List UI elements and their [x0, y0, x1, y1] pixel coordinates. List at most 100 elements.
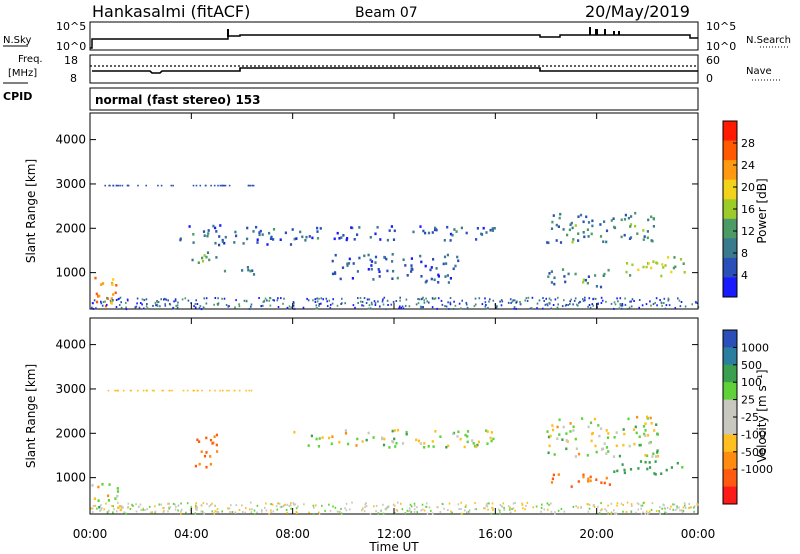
echo-cell [588, 297, 591, 300]
cpid-frame [89, 87, 699, 111]
echo-cell [157, 184, 159, 187]
echo-cell [321, 436, 324, 439]
echo-cell [276, 508, 279, 511]
echo-cell [256, 241, 259, 244]
echo-cell [307, 444, 310, 447]
echo-cell [625, 262, 629, 265]
echo-cell [526, 501, 529, 504]
velocity-colorbar-segment [723, 382, 737, 401]
echo-cell [655, 297, 658, 300]
echo-cell [386, 299, 389, 302]
echo-cell [465, 504, 467, 507]
echo-cell [348, 257, 351, 261]
echo-cell [196, 438, 199, 442]
echo-cell [558, 433, 561, 436]
velocity-colorbar-tick-label: 100 [741, 376, 762, 389]
echo-cell [405, 432, 408, 436]
echo-cell [91, 507, 94, 510]
echo-cell [211, 510, 214, 513]
echo-cell [628, 306, 631, 309]
echo-cell [188, 225, 191, 228]
echo-cell [126, 506, 129, 509]
echo-cell [421, 503, 424, 506]
echo-cell [329, 303, 332, 306]
y-tick-label: 3000 [55, 177, 86, 191]
echo-cell [570, 221, 573, 225]
echo-cell [650, 239, 653, 242]
echo-cell [507, 505, 510, 508]
echo-cell [432, 445, 435, 448]
echo-cell [268, 231, 271, 235]
echo-cell [654, 473, 657, 476]
echo-cell [373, 505, 375, 508]
echo-cell [269, 237, 273, 240]
echo-cell [574, 455, 577, 458]
echo-cell [644, 454, 647, 457]
echo-cell [641, 304, 644, 307]
echo-cell [448, 308, 450, 310]
echo-cell [115, 389, 117, 392]
echo-cell [357, 297, 359, 300]
echo-cell [101, 483, 104, 486]
echo-cell [420, 509, 422, 512]
echo-cell [162, 506, 164, 509]
echo-cell [605, 300, 607, 303]
velocity-colorbar-segment [723, 469, 737, 488]
echo-cell [370, 267, 373, 271]
echo-cell [626, 501, 629, 504]
x-tick-label: 04:00 [174, 527, 209, 541]
echo-cell [215, 230, 218, 233]
echo-cell [311, 236, 314, 240]
echo-cell [314, 298, 317, 301]
echo-cell [313, 506, 315, 509]
echo-cell [272, 299, 274, 301]
echo-cell [573, 299, 576, 302]
echo-cell [667, 256, 670, 259]
echo-cell [413, 508, 416, 511]
echo-cell [499, 509, 501, 512]
echo-cell [567, 272, 570, 276]
echo-cell [293, 430, 296, 434]
echo-cell [198, 440, 201, 443]
echo-cell [693, 510, 695, 513]
echo-cell [449, 301, 452, 304]
echo-cell [441, 503, 444, 506]
x-axis-label: Time UT [368, 540, 419, 554]
echo-cell [91, 484, 94, 487]
echo-cell [140, 508, 142, 511]
echo-cell [393, 437, 396, 441]
echo-cell [589, 475, 592, 479]
echo-cell [119, 508, 122, 512]
echo-cell [447, 444, 450, 448]
echo-cell [419, 442, 422, 445]
echo-cell [224, 235, 227, 239]
echo-cell [285, 509, 288, 511]
echo-cell [394, 445, 397, 448]
echo-cell [410, 505, 413, 508]
echo-cell [100, 504, 102, 507]
echo-cell [250, 511, 253, 514]
echo-cell [619, 304, 622, 307]
echo-cell [101, 282, 105, 285]
power-colorbar: 28 24 20 16 12 8 4 [722, 120, 755, 298]
station-title: Hankasalmi (fitACF) [92, 2, 250, 21]
echo-cell [437, 297, 440, 300]
echo-cell [542, 307, 544, 310]
echo-cell [612, 217, 615, 220]
echo-cell [386, 238, 389, 242]
echo-cell [512, 299, 514, 302]
echo-cell [689, 506, 691, 509]
echo-cell [158, 503, 161, 506]
echo-cell [456, 435, 459, 438]
echo-cell [344, 507, 346, 510]
echo-cell [447, 509, 449, 511]
nsky-spike [589, 27, 591, 35]
echo-cell [618, 454, 621, 458]
echo-cell [676, 461, 679, 465]
echo-cell [234, 306, 236, 309]
echo-cell [290, 507, 292, 510]
echo-cell [233, 389, 236, 392]
y-tick-label: 3000 [55, 382, 86, 396]
echo-cell [588, 507, 591, 510]
echo-cell [579, 213, 583, 217]
